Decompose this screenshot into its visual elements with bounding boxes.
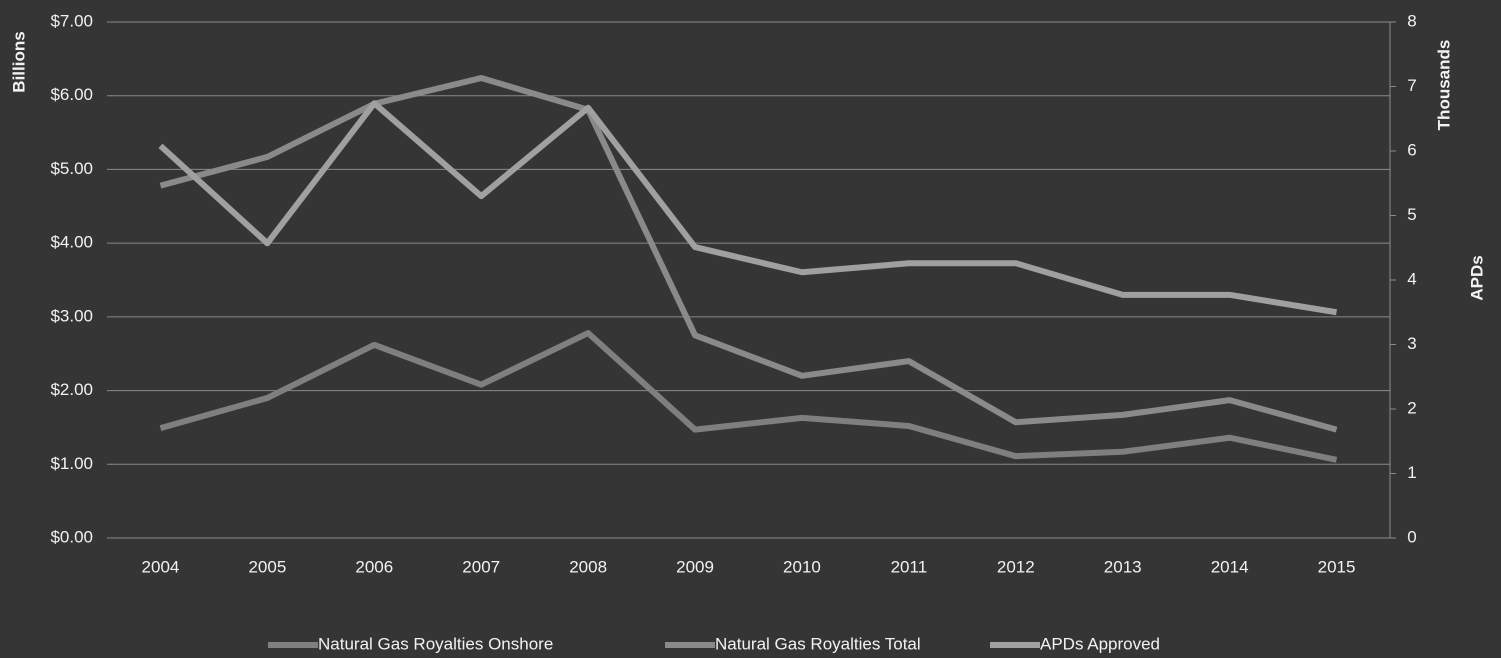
x-tick-label: 2006: [355, 557, 393, 576]
y2-tick-label: 0: [1407, 527, 1416, 546]
legend-label: Natural Gas Royalties Onshore: [318, 634, 553, 653]
y2-axis-title: APDs: [1467, 255, 1486, 300]
x-tick-label: 2010: [783, 557, 821, 576]
series-line: [158, 100, 1338, 316]
y-tick-label: $6.00: [50, 85, 93, 104]
y2-tick-label: 8: [1407, 11, 1416, 30]
x-tick-label: 2007: [462, 557, 500, 576]
y2-tick-label: 5: [1407, 205, 1416, 224]
series-line: [159, 330, 1338, 463]
x-tick-label: 2014: [1211, 557, 1249, 576]
x-tick-label: 2004: [142, 557, 180, 576]
y2-tick-label: 3: [1407, 334, 1416, 353]
y-tick-label: $3.00: [50, 306, 93, 325]
y-tick-label: $0.00: [50, 527, 93, 546]
x-tick-label: 2005: [248, 557, 286, 576]
x-tick-label: 2012: [997, 557, 1035, 576]
y2-tick-label: 7: [1407, 76, 1416, 95]
series-line: [159, 75, 1338, 433]
y-axis-title: Billions: [9, 31, 28, 92]
x-tick-label: 2008: [569, 557, 607, 576]
y-tick-label: $4.00: [50, 233, 93, 252]
x-tick-label: 2009: [676, 557, 714, 576]
y-tick-label: $2.00: [50, 380, 93, 399]
y-tick-label: $5.00: [50, 159, 93, 178]
y2-tick-label: 4: [1407, 269, 1416, 288]
y2-tick-label: 6: [1407, 140, 1416, 159]
legend-label: APDs Approved: [1040, 634, 1160, 653]
x-tick-label: 2011: [891, 557, 928, 576]
y2-tick-label: 2: [1407, 398, 1416, 417]
x-tick-label: 2013: [1104, 557, 1142, 576]
y2-tick-label: 1: [1407, 463, 1416, 482]
x-tick-label: 2015: [1318, 557, 1356, 576]
y-tick-label: $7.00: [50, 11, 93, 30]
legend-label: Natural Gas Royalties Total: [715, 634, 921, 653]
y-tick-label: $1.00: [50, 454, 93, 473]
y2-axis-unit: Thousands: [1434, 40, 1453, 131]
